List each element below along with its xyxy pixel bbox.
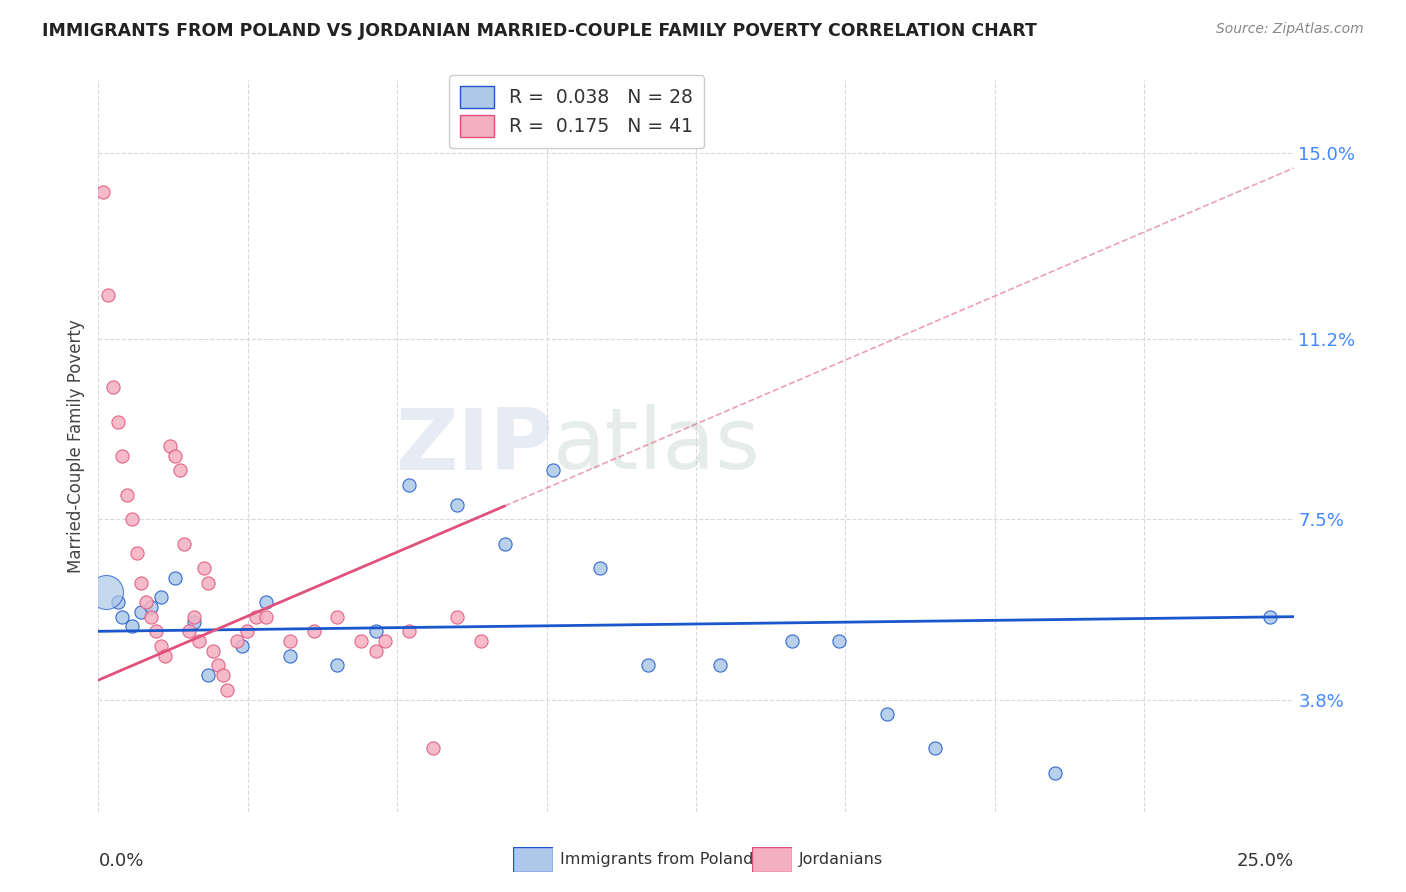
Point (187, 634, 209, 648)
Point (364, 624, 387, 639)
Point (254, 609, 277, 624)
Point (173, 536, 195, 550)
Point (446, 498, 468, 512)
Text: ZIP: ZIP (395, 404, 553, 488)
Point (398, 624, 420, 639)
Text: Source: ZipAtlas.com: Source: ZipAtlas.com (1216, 22, 1364, 37)
Point (107, 595, 129, 609)
Text: Immigrants from Poland: Immigrants from Poland (560, 853, 754, 867)
Point (139, 609, 162, 624)
Legend: R =  0.038   N = 28, R =  0.175   N = 41: R = 0.038 N = 28, R = 0.175 N = 41 (449, 75, 704, 148)
Point (1043, 765, 1066, 780)
Point (197, 575, 219, 590)
Point (91, 186, 114, 200)
Point (179, 624, 201, 639)
Point (398, 478, 420, 492)
Point (245, 609, 267, 624)
Point (828, 634, 851, 648)
Point (145, 624, 167, 639)
Point (202, 644, 225, 658)
Point (231, 639, 253, 653)
Point (254, 595, 277, 609)
Text: 0.0%: 0.0% (98, 852, 143, 870)
Point (780, 634, 803, 648)
Point (149, 639, 172, 653)
Point (1258, 609, 1281, 624)
Point (94, 585, 117, 599)
Point (121, 512, 143, 526)
Point (326, 658, 349, 673)
Point (422, 741, 444, 756)
Point (446, 609, 468, 624)
Point (111, 609, 134, 624)
Point (278, 648, 301, 663)
Point (183, 615, 205, 629)
Point (326, 609, 349, 624)
Point (115, 488, 138, 502)
Point (494, 536, 516, 550)
Point (107, 415, 129, 429)
Point (470, 634, 492, 648)
Point (183, 609, 205, 624)
Point (924, 741, 946, 756)
Point (589, 561, 612, 575)
Point (235, 624, 257, 639)
Point (364, 644, 387, 658)
Text: atlas: atlas (553, 404, 761, 488)
Point (278, 634, 301, 648)
Point (159, 439, 181, 453)
Point (876, 707, 898, 722)
Point (207, 658, 229, 673)
Point (350, 634, 373, 648)
Point (163, 449, 186, 463)
Point (211, 668, 233, 682)
Point (131, 575, 153, 590)
Text: 25.0%: 25.0% (1236, 852, 1294, 870)
Point (197, 668, 219, 682)
Text: Jordanians: Jordanians (799, 853, 883, 867)
Point (302, 624, 325, 639)
Point (155, 648, 177, 663)
Point (135, 595, 157, 609)
Point (169, 463, 191, 477)
Point (637, 658, 659, 673)
Point (131, 605, 153, 619)
Point (101, 380, 124, 394)
Text: IMMIGRANTS FROM POLAND VS JORDANIAN MARRIED-COUPLE FAMILY POVERTY CORRELATION CH: IMMIGRANTS FROM POLAND VS JORDANIAN MARR… (42, 22, 1038, 40)
Point (149, 590, 172, 604)
Point (121, 619, 143, 633)
Point (163, 571, 186, 585)
Point (111, 449, 134, 463)
Point (193, 561, 215, 575)
Point (139, 599, 162, 614)
Point (374, 634, 396, 648)
Point (226, 634, 249, 648)
Point (217, 682, 239, 697)
Y-axis label: Married-Couple Family Poverty: Married-Couple Family Poverty (66, 319, 84, 573)
Point (125, 546, 148, 560)
Point (541, 463, 564, 477)
Point (97, 288, 120, 302)
Point (709, 658, 731, 673)
